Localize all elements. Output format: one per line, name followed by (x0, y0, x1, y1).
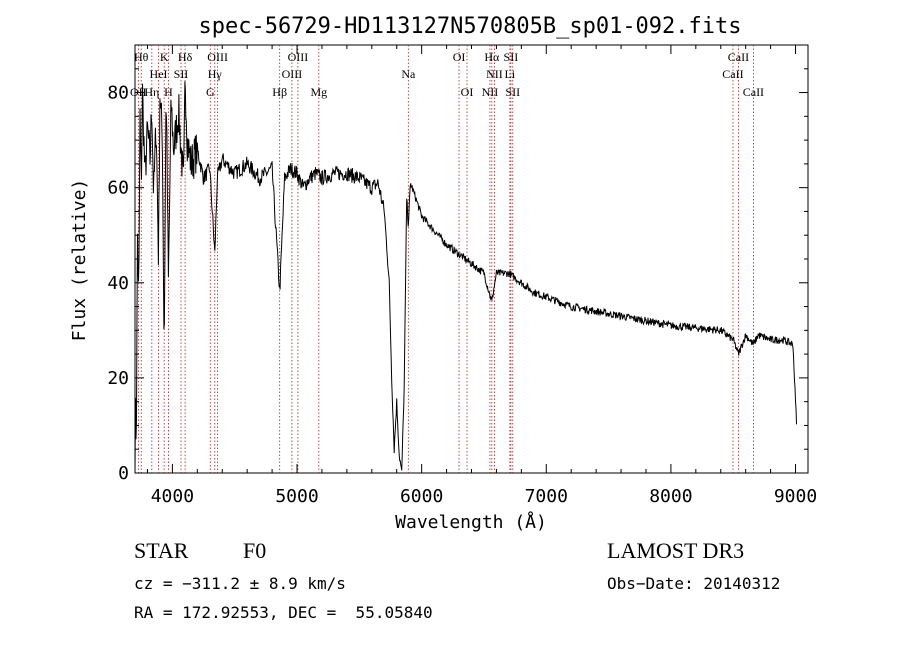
spectral-subclass: F0 (243, 538, 267, 563)
y-tick-label-2: 40 (107, 273, 129, 294)
line-label-11: Hβ (272, 85, 287, 99)
spectrum-line (134, 81, 797, 474)
y-tick-label-0: 0 (118, 463, 129, 484)
y-axis-label: Flux (relative) (69, 179, 90, 342)
line-label-8: G (206, 85, 215, 99)
line-labels: OIIHθHηHeIKHSIIHδGHγOIIIHβOIIIOIIIMgNaOI… (130, 50, 764, 99)
line-label-10: OIII (207, 50, 228, 64)
plot-frame (134, 44, 809, 474)
line-label-17: OI (461, 85, 474, 99)
line-label-12: OIII (282, 67, 303, 81)
y-tick-label-4: 80 (107, 83, 129, 104)
line-label-26: CaII (743, 85, 764, 99)
line-label-22: SII (504, 50, 519, 64)
x-tick-label-2: 6000 (400, 486, 443, 507)
observation-date: Obs−Date: 20140312 (607, 574, 781, 593)
redshift-velocity: cz = −311.2 ± 8.9 km/s (134, 574, 346, 593)
line-label-18: NII (482, 85, 499, 99)
line-label-2: Hη (144, 85, 159, 99)
line-label-5: H (164, 85, 173, 99)
line-label-16: OI (453, 50, 466, 64)
line-label-14: Mg (310, 85, 327, 99)
line-label-15: Na (401, 67, 416, 81)
line-markers (137, 45, 754, 473)
x-axis-label: Wavelength (Å) (395, 511, 547, 533)
x-tick-label-4: 8000 (649, 486, 692, 507)
line-label-24: CaII (722, 67, 743, 81)
x-tick-label-5: 9000 (774, 486, 817, 507)
y-tick-label-3: 60 (107, 178, 129, 199)
x-tick-label-1: 5000 (275, 486, 318, 507)
survey-name: LAMOST DR3 (607, 538, 745, 563)
x-tick-label-0: 4000 (151, 486, 194, 507)
line-label-21: Li (505, 67, 516, 81)
line-label-4: K (160, 50, 169, 64)
line-label-3: HeI (150, 67, 168, 81)
object-class: STAR (134, 538, 189, 563)
axis-tick-labels: 4000 5000 6000 7000 8000 9000 0 20 40 60 80 (107, 83, 817, 507)
axis-ticks (135, 44, 808, 474)
line-label-20: NII (486, 67, 503, 81)
line-label-25: CaII (728, 50, 749, 64)
line-label-19: Hα (484, 50, 500, 64)
x-tick-label-3: 7000 (525, 486, 568, 507)
sky-coordinates: RA = 172.92553, DEC = 55.05840 (134, 603, 433, 622)
line-label-6: SII (174, 67, 189, 81)
line-label-9: Hγ (208, 67, 223, 81)
y-tick-label-1: 20 (107, 368, 129, 389)
line-label-1: Hθ (134, 50, 149, 64)
line-label-23: SII (505, 85, 520, 99)
chart-title: spec-56729-HD113127N570805B_sp01-092.fit… (198, 14, 741, 39)
line-label-13: OIII (288, 50, 309, 64)
line-label-7: Hδ (178, 50, 193, 64)
